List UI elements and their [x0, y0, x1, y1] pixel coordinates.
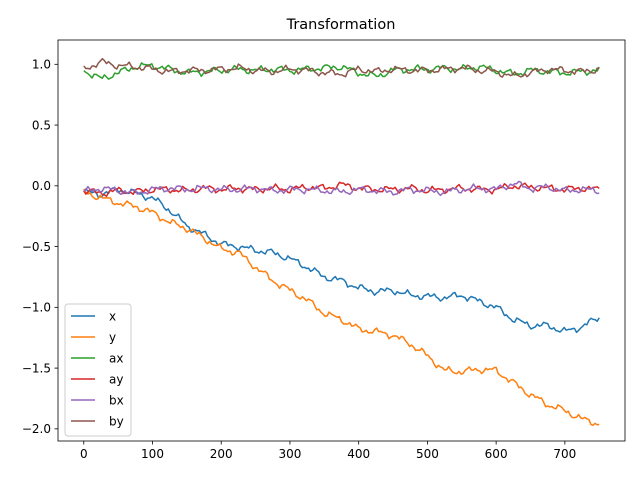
legend-label-bx: bx [109, 393, 124, 407]
series-line-ay [83, 181, 600, 198]
series-line-y [83, 188, 600, 426]
y-tick-label: −1.5 [22, 361, 51, 375]
legend-label-by: by [109, 414, 124, 428]
x-tick-label: 700 [553, 447, 576, 461]
y-tick-label: 0.0 [32, 179, 51, 193]
y-tick-label: −0.5 [22, 240, 51, 254]
legend-label-ax: ax [109, 351, 123, 365]
legend-label-y: y [109, 330, 116, 344]
x-tick-label: 300 [279, 447, 302, 461]
series-group [83, 57, 600, 426]
x-tick-label: 0 [80, 447, 88, 461]
y-tick-label: −1.0 [22, 301, 51, 315]
legend-label-ay: ay [109, 372, 123, 386]
x-tick-label: 500 [416, 447, 439, 461]
legend: xy ax ay bx by [64, 303, 132, 437]
x-tick-label: 600 [485, 447, 508, 461]
x-tick-label: 200 [210, 447, 233, 461]
series-line-by [83, 57, 600, 78]
x-tick-label: 400 [347, 447, 370, 461]
y-tick-label: −2.0 [22, 422, 51, 436]
plot-area: 0 100 200 300 400 500 600 700 −2.0 −1.5 −1.0 −0.5 0.… [22, 39, 626, 461]
y-tick-label: 0.5 [32, 118, 51, 132]
x-tick-label: 100 [141, 447, 164, 461]
y-tick-label: 1.0 [32, 58, 51, 72]
series-line-bx [83, 180, 600, 197]
legend-label-x: x [109, 309, 116, 323]
axes-frame [57, 39, 626, 442]
series-line-x [83, 187, 600, 334]
chart-title: Transformation [286, 17, 396, 33]
